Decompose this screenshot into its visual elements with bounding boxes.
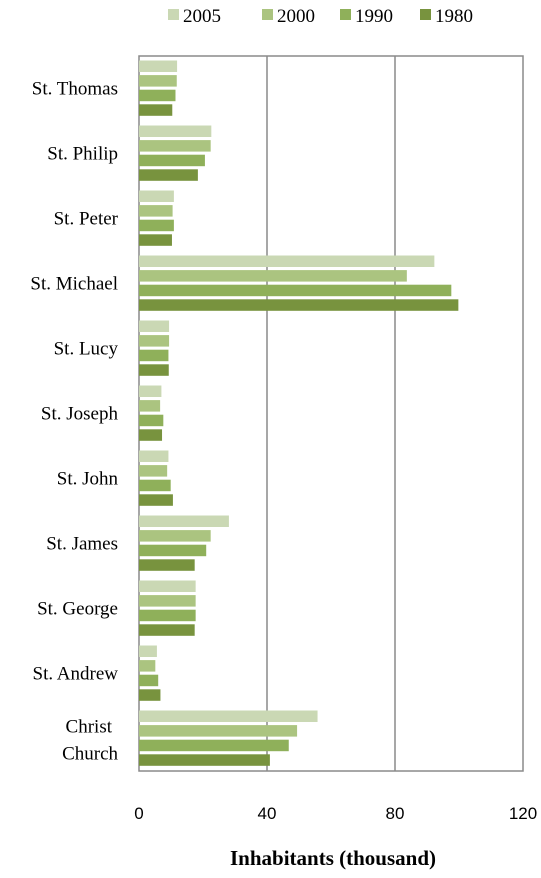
legend-swatch-1990 <box>340 9 351 20</box>
bar-st-thomas-2005 <box>139 60 178 72</box>
legend-label-2005: 2005 <box>183 6 221 27</box>
bar-st-peter-2005 <box>139 190 174 202</box>
bar-st-joseph-1980 <box>139 429 163 441</box>
bar-st-george-1980 <box>139 624 195 636</box>
x-tick-label-40: 40 <box>258 804 277 823</box>
bar-group-st-michael <box>139 255 459 311</box>
bar-christ-church-2000 <box>139 725 298 737</box>
bar-st-philip-1980 <box>139 169 198 181</box>
bar-st-lucy-2005 <box>139 320 170 332</box>
bar-group-st-thomas <box>139 60 178 116</box>
category-label-st-thomas: St. Thomas <box>32 79 118 100</box>
bar-group-st-joseph <box>139 385 164 441</box>
x-tick-labels: 0 40 80 120 <box>134 804 537 823</box>
bar-st-andrew-1980 <box>139 689 161 701</box>
legend: 2005 2000 1990 1980 <box>168 6 473 27</box>
bar-st-lucy-1990 <box>139 349 169 362</box>
bars <box>139 60 459 766</box>
bar-st-james-1980 <box>139 559 195 571</box>
bar-st-john-1980 <box>139 494 173 506</box>
legend-label-2000: 2000 <box>277 6 315 27</box>
legend-item-2000: 2000 <box>262 6 315 27</box>
bar-st-peter-2000 <box>139 205 173 217</box>
bar-group-st-lucy <box>139 320 170 376</box>
bar-st-george-2000 <box>139 595 196 607</box>
bar-group-st-peter <box>139 190 174 246</box>
category-label-st-john: St. John <box>57 469 119 490</box>
legend-label-1980: 1980 <box>435 6 473 27</box>
x-tick-label-120: 120 <box>509 804 537 823</box>
bar-st-michael-1990 <box>139 284 452 297</box>
bar-st-lucy-2000 <box>139 335 170 347</box>
bar-st-joseph-1990 <box>139 414 164 427</box>
plot-border <box>138 55 524 772</box>
bar-st-andrew-2000 <box>139 660 156 672</box>
bar-christ-church-2005 <box>139 710 318 722</box>
legend-label-1990: 1990 <box>355 6 393 27</box>
bar-group-st-andrew <box>139 645 161 701</box>
bar-st-george-2005 <box>139 580 196 592</box>
bar-group-christ-church <box>139 710 318 766</box>
bar-christ-church-1980 <box>139 754 270 766</box>
bar-st-john-2005 <box>139 450 169 462</box>
category-label-st-george: St. George <box>37 599 118 620</box>
bar-st-andrew-2005 <box>139 645 157 657</box>
bar-st-james-2000 <box>139 530 211 542</box>
bar-group-st-philip <box>139 125 212 181</box>
bar-st-john-1990 <box>139 479 171 492</box>
bar-st-philip-2005 <box>139 125 212 137</box>
plot-area <box>138 55 524 772</box>
x-tick-label-0: 0 <box>134 804 143 823</box>
bar-st-george-1990 <box>139 609 196 622</box>
category-label-st-andrew: St. Andrew <box>33 664 119 685</box>
bar-st-john-2000 <box>139 465 168 477</box>
bar-st-james-1990 <box>139 544 207 557</box>
bar-st-joseph-2000 <box>139 400 161 412</box>
bar-st-joseph-2005 <box>139 385 162 397</box>
legend-swatch-1980 <box>420 9 431 20</box>
bar-group-st-john <box>139 450 173 506</box>
category-label-st-lucy: St. Lucy <box>54 339 119 360</box>
bar-st-philip-2000 <box>139 140 211 152</box>
gridlines <box>266 56 396 771</box>
bar-st-michael-2000 <box>139 270 407 282</box>
bar-st-michael-1980 <box>139 299 459 311</box>
legend-swatch-2000 <box>262 9 273 20</box>
bar-st-james-2005 <box>139 515 229 527</box>
legend-swatch-2005 <box>168 9 179 20</box>
bar-st-philip-1990 <box>139 154 205 167</box>
x-axis-title: Inhabitants (thousand) <box>230 846 436 870</box>
bar-st-thomas-2000 <box>139 75 177 87</box>
legend-item-1990: 1990 <box>340 6 393 27</box>
bar-st-michael-2005 <box>139 255 435 267</box>
category-label-st-michael: St. Michael <box>30 274 118 295</box>
category-label-st-peter: St. Peter <box>54 209 119 230</box>
bar-st-andrew-1990 <box>139 674 159 687</box>
bar-christ-church-1990 <box>139 739 289 752</box>
bar-st-thomas-1980 <box>139 104 173 116</box>
bar-st-thomas-1990 <box>139 89 176 102</box>
category-label-st-joseph: St. Joseph <box>41 404 119 425</box>
category-label-st-philip: St. Philip <box>47 144 118 165</box>
x-tick-label-80: 80 <box>386 804 405 823</box>
category-label-christ-church: Christ Church <box>62 717 118 765</box>
legend-item-2005: 2005 <box>168 6 221 27</box>
bar-st-lucy-1980 <box>139 364 169 376</box>
category-label-st-james: St. James <box>46 534 118 555</box>
category-labels: St. Thomas St. Philip St. Peter St. Michael… <box>30 79 118 765</box>
bar-group-st-james <box>139 515 229 571</box>
legend-item-1980: 1980 <box>420 6 473 27</box>
bar-group-st-george <box>139 580 196 636</box>
bar-st-peter-1990 <box>139 219 174 232</box>
bar-st-peter-1980 <box>139 234 172 246</box>
